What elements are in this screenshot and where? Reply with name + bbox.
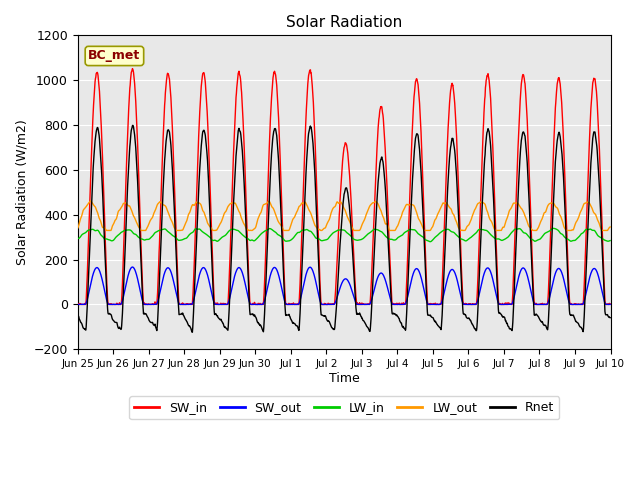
Title: Solar Radiation: Solar Radiation <box>286 15 402 30</box>
Y-axis label: Solar Radiation (W/m2): Solar Radiation (W/m2) <box>15 120 28 265</box>
Legend: SW_in, SW_out, LW_in, LW_out, Rnet: SW_in, SW_out, LW_in, LW_out, Rnet <box>129 396 559 420</box>
Text: BC_met: BC_met <box>88 49 141 62</box>
X-axis label: Time: Time <box>329 372 360 385</box>
